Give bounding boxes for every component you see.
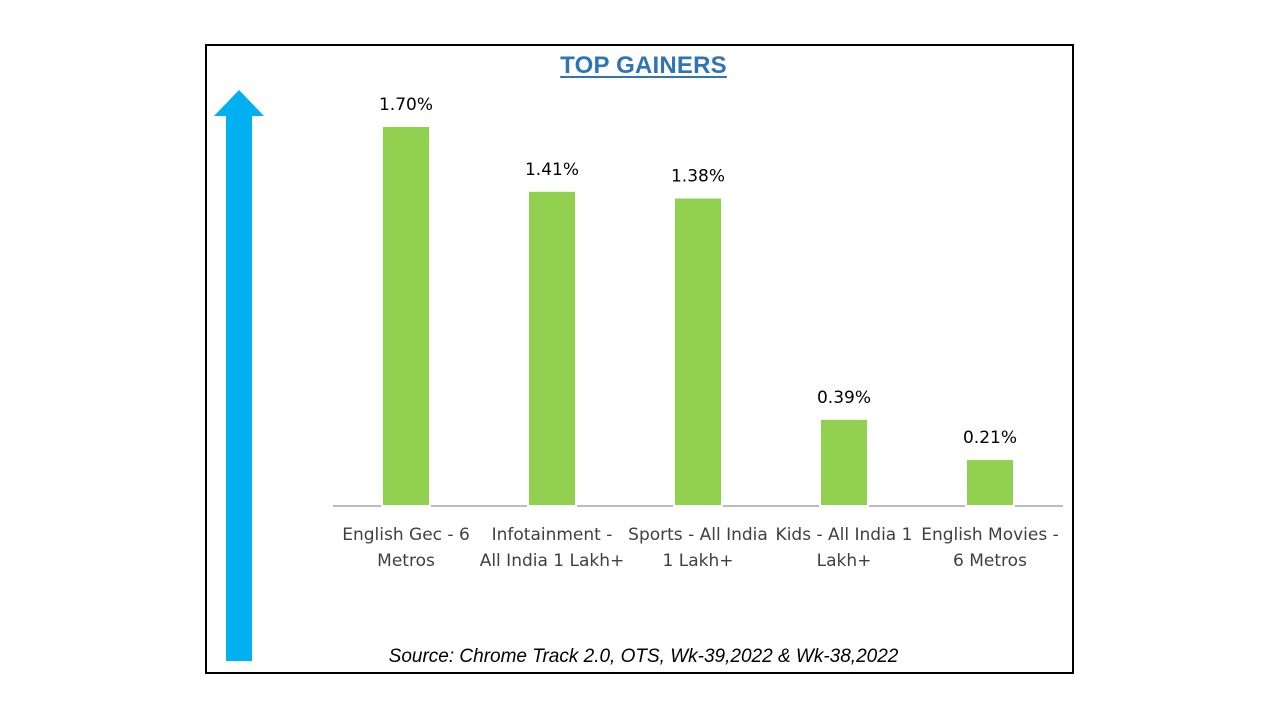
source-note: Source: Chrome Track 2.0, OTS, Wk-39,202…: [388, 646, 899, 667]
value-label-3: 0.39%: [817, 388, 871, 408]
bar-4: [965, 458, 1015, 508]
bar-2: [673, 196, 723, 507]
chart-frame: [205, 44, 1074, 674]
value-label-4: 0.21%: [963, 428, 1017, 448]
up-arrow-icon: [214, 90, 264, 661]
category-label-0-line-0: English Gec - 6: [342, 525, 470, 545]
value-label-2: 1.38%: [671, 167, 725, 187]
category-label-0-line-1: Metros: [377, 551, 435, 571]
bar-1: [527, 189, 577, 508]
category-label-4-line-0: English Movies -: [921, 525, 1059, 545]
value-label-1: 1.41%: [525, 160, 579, 180]
category-label-3-line-1: Lakh+: [817, 551, 872, 571]
category-label-1-line-1: All India 1 Lakh+: [480, 551, 625, 571]
chart-title: TOP GAINERS: [560, 52, 727, 79]
bar-3: [819, 417, 869, 507]
category-label-1-line-0: Infotainment -: [492, 525, 613, 545]
category-label-3-line-0: Kids - All India 1: [776, 525, 913, 545]
category-label-4-line-1: 6 Metros: [953, 551, 1027, 571]
category-label-2-line-0: Sports - All India: [628, 525, 768, 545]
value-label-0: 1.70%: [379, 95, 433, 115]
category-label-2-line-1: 1 Lakh+: [663, 551, 734, 571]
bar-0: [381, 125, 431, 507]
